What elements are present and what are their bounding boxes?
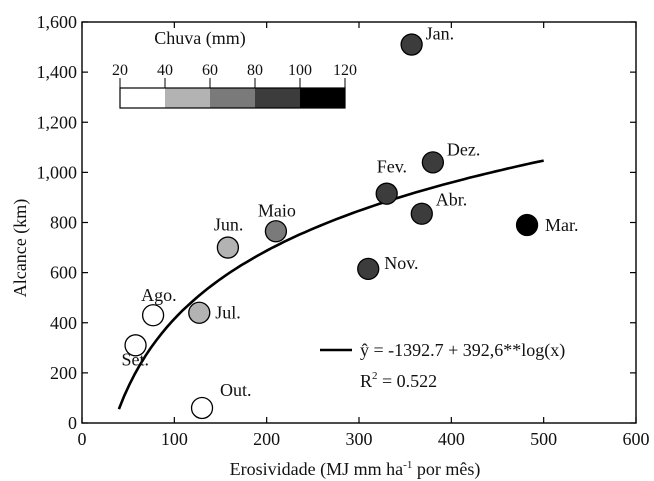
x-axis-label: Erosividade (MJ mm ha-1 por mês) (230, 459, 481, 480)
data-point (515, 213, 539, 237)
point-label: Maio (258, 200, 296, 220)
y-tick-label: 1,600 (37, 12, 78, 32)
r2-superscript: 2 (372, 370, 378, 382)
point-label: Mar. (545, 215, 579, 235)
point-label: Set. (122, 349, 150, 369)
point-label: Out. (220, 380, 252, 400)
colorbar-tick-label: 80 (247, 62, 263, 79)
x-tick-label: 400 (438, 429, 465, 449)
fit-legend: ŷ = -1392.7 + 392,6**log(x) R2 = 0.522 (320, 340, 565, 391)
data-point (190, 396, 214, 420)
fit-r-squared: R2 = 0.522 (360, 370, 437, 391)
colorbar-tick-label: 40 (157, 62, 173, 79)
data-point (264, 220, 288, 243)
colorbar-bin (255, 88, 300, 108)
y-axis-label: Alcance (km) (10, 199, 31, 297)
y-tick-label: 400 (50, 313, 77, 333)
y-tick-label: 1,400 (37, 62, 78, 82)
colorbar-bin (120, 88, 165, 108)
x-tick-label: 100 (161, 429, 188, 449)
point-label: Nov. (384, 253, 418, 273)
point-label: Abr. (436, 190, 468, 210)
colorbar-legend: Chuva (mm) 20 40 60 80 100 120 (112, 28, 357, 109)
y-tick-label: 600 (50, 263, 77, 283)
colorbar-bin (165, 88, 210, 108)
y-axis: 0 200 400 600 800 1,000 1,200 1,400 1,600 (37, 12, 636, 433)
colorbar-tick-label: 120 (333, 62, 357, 79)
colorbar-tick-label: 60 (202, 62, 218, 79)
point-label: Jul. (215, 303, 241, 323)
colorbar-tick-label: 100 (288, 62, 312, 79)
r2-value: = 0.522 (378, 371, 438, 391)
data-points: Jan. Fev. Mar. Abr. Maio Jun. Jul. Ago. Set. Out.… (122, 24, 579, 420)
colorbar-title: Chuva (mm) (154, 28, 246, 49)
y-tick-label: 200 (50, 363, 77, 383)
r2-prefix: R (360, 371, 372, 391)
colorbar-bin (300, 88, 345, 108)
x-tick-label: 600 (623, 429, 650, 449)
point-label: Fev. (377, 157, 407, 177)
point-label: Jan. (426, 24, 455, 44)
x-tick-label: 0 (78, 429, 87, 449)
point-label: Ago. (141, 285, 177, 305)
x-tick-label: 200 (253, 429, 280, 449)
data-point (421, 151, 445, 174)
fit-equation: ŷ = -1392.7 + 392,6**log(x) (360, 340, 565, 361)
y-tick-label: 800 (50, 213, 77, 233)
y-tick-label: 1,000 (37, 162, 78, 182)
x-axis-label-tail: por mês) (412, 459, 480, 480)
data-point (188, 301, 211, 324)
data-point (410, 202, 433, 225)
x-axis-label-superscript: -1 (403, 459, 412, 471)
data-point (216, 236, 240, 259)
fit-curve (117, 159, 544, 410)
y-tick-label: 0 (68, 413, 77, 433)
x-tick-label: 300 (346, 429, 373, 449)
x-tick-label: 500 (530, 429, 557, 449)
data-point (357, 257, 380, 281)
data-point (124, 334, 147, 357)
point-label: Jun. (214, 215, 244, 235)
y-tick-label: 1,200 (37, 112, 78, 132)
x-axis: 0 100 200 300 400 500 600 (78, 22, 650, 449)
data-point (375, 182, 398, 205)
point-label: Dez. (447, 139, 480, 159)
colorbar-tick-label: 20 (112, 62, 128, 79)
x-axis-label-main: Erosividade (MJ mm ha (230, 459, 403, 480)
colorbar-bin (210, 88, 255, 108)
data-point (141, 304, 165, 327)
data-point (400, 33, 423, 56)
colorbar-frame (119, 87, 346, 109)
